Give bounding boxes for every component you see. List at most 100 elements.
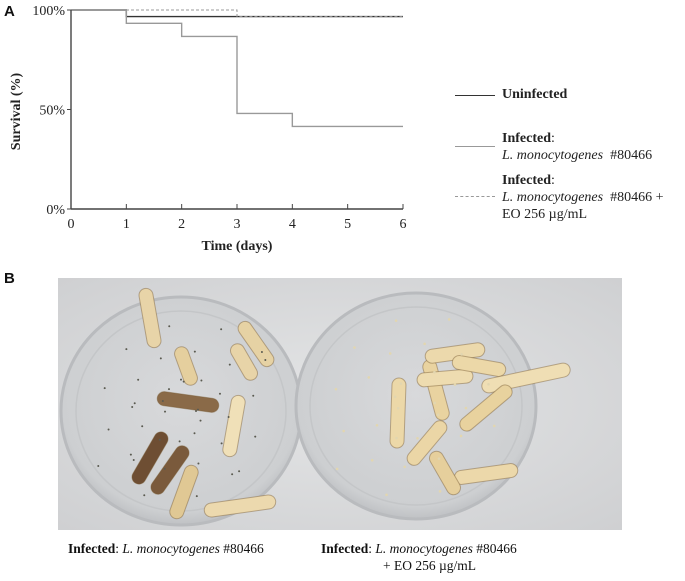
debris-speck	[393, 395, 397, 399]
debris-speck	[254, 435, 257, 438]
debris-speck	[164, 410, 167, 413]
debris-speck	[436, 413, 440, 417]
debris-speck	[464, 406, 468, 410]
debris-speck	[193, 350, 196, 353]
debris-speck	[453, 383, 457, 386]
debris-speck	[200, 379, 203, 382]
debris-speck	[107, 428, 110, 431]
legend-label-2: L. monocytogenes #80466 +	[502, 190, 664, 205]
larva	[459, 384, 513, 432]
x-tick-label: 3	[234, 217, 241, 232]
y-tick-label: 0%	[46, 203, 65, 218]
debris-speck	[137, 378, 140, 381]
x-tick-label: 6	[400, 217, 407, 232]
series-line-1	[71, 9, 403, 128]
debris-speck	[180, 378, 182, 381]
debris-speck	[143, 494, 146, 497]
debris-speck	[197, 462, 200, 465]
larva	[203, 494, 277, 518]
legend-label-3: EO 256 µg/mL	[502, 207, 588, 222]
legend-label: Infected:	[502, 173, 555, 188]
larva	[451, 355, 507, 377]
debris-speck	[367, 376, 371, 379]
legend-swatch	[455, 95, 495, 96]
legend-label-2: L. monocytogenes #80466	[502, 148, 653, 163]
debris-speck	[231, 473, 234, 476]
y-axis-label: Survival (%)	[9, 72, 24, 150]
x-axis-label: Time (days)	[202, 239, 273, 254]
debris-speck	[460, 353, 463, 356]
debris-speck	[132, 459, 135, 462]
larva	[406, 420, 448, 466]
y-tick-label: 50%	[39, 104, 65, 119]
debris-speck	[158, 438, 161, 441]
larva	[131, 431, 169, 485]
legend-label: Infected:	[502, 131, 555, 146]
debris-speck	[168, 325, 171, 328]
legend-label: Uninfected	[502, 87, 568, 102]
legend-swatch	[455, 196, 495, 197]
debris-speck	[438, 490, 442, 493]
larva	[156, 391, 220, 413]
debris-speck	[394, 319, 398, 322]
debris-speck	[433, 370, 436, 374]
debris-speck	[227, 415, 230, 418]
debris-speck	[370, 458, 374, 462]
debris-speck	[196, 408, 199, 411]
debris-speck	[97, 465, 100, 468]
debris-speck	[125, 348, 128, 351]
debris-speck	[193, 432, 196, 435]
debris-speck	[131, 405, 134, 408]
debris-speck	[388, 352, 392, 355]
debris-speck	[199, 419, 202, 422]
debris-speck	[353, 346, 356, 349]
debris-speck	[220, 328, 223, 331]
debris-speck	[167, 388, 170, 391]
debris-speck	[335, 467, 339, 471]
panel-label-b: B	[4, 270, 15, 287]
debris-speck	[178, 440, 181, 443]
debris-speck	[433, 401, 437, 405]
x-tick-label: 2	[178, 217, 185, 232]
debris-speck	[159, 357, 162, 360]
debris-speck	[133, 402, 136, 405]
debris-speck	[459, 434, 463, 438]
series-line-2	[71, 9, 403, 18]
debris-speck	[161, 400, 164, 403]
larva	[429, 450, 461, 496]
debris-speck	[220, 442, 223, 445]
larva	[138, 287, 162, 349]
debris-speck	[487, 382, 490, 386]
debris-speck	[103, 387, 106, 390]
debris-speck	[163, 467, 166, 470]
x-tick-label: 1	[123, 217, 130, 232]
debris-speck	[423, 342, 426, 346]
larvae	[97, 287, 571, 520]
debris-speck	[264, 358, 267, 361]
x-tick-label: 4	[289, 217, 296, 232]
panel-label-a: A	[4, 3, 15, 20]
larva	[174, 346, 198, 386]
caption-right-line2: + EO 256 µg/mL	[383, 558, 477, 573]
debris-speck	[260, 351, 263, 354]
larva	[230, 343, 258, 381]
debris-speck	[399, 382, 403, 385]
debris-speck	[182, 380, 185, 383]
debris-speck	[238, 470, 241, 473]
larva	[237, 320, 275, 368]
x-tick-label: 0	[68, 217, 75, 232]
y-tick-label: 100%	[32, 4, 65, 19]
debris-speck	[385, 493, 388, 497]
caption-left: Infected: L. monocytogenes #80466	[68, 541, 264, 556]
larva	[222, 394, 246, 458]
debris-speck	[252, 394, 255, 397]
caption-right: Infected: L. monocytogenes #80466	[321, 541, 517, 556]
larvae-photo	[58, 278, 622, 530]
debris-speck	[141, 425, 144, 428]
x-tick-label: 5	[344, 217, 351, 232]
debris-speck	[218, 392, 221, 395]
survival-chart: 0 1 2 3 4 5 6 0% 50% 100% Time (days) Survival (%)	[9, 4, 407, 254]
debris-speck	[437, 457, 441, 460]
legend-swatch	[455, 146, 495, 147]
debris-speck	[195, 495, 198, 498]
